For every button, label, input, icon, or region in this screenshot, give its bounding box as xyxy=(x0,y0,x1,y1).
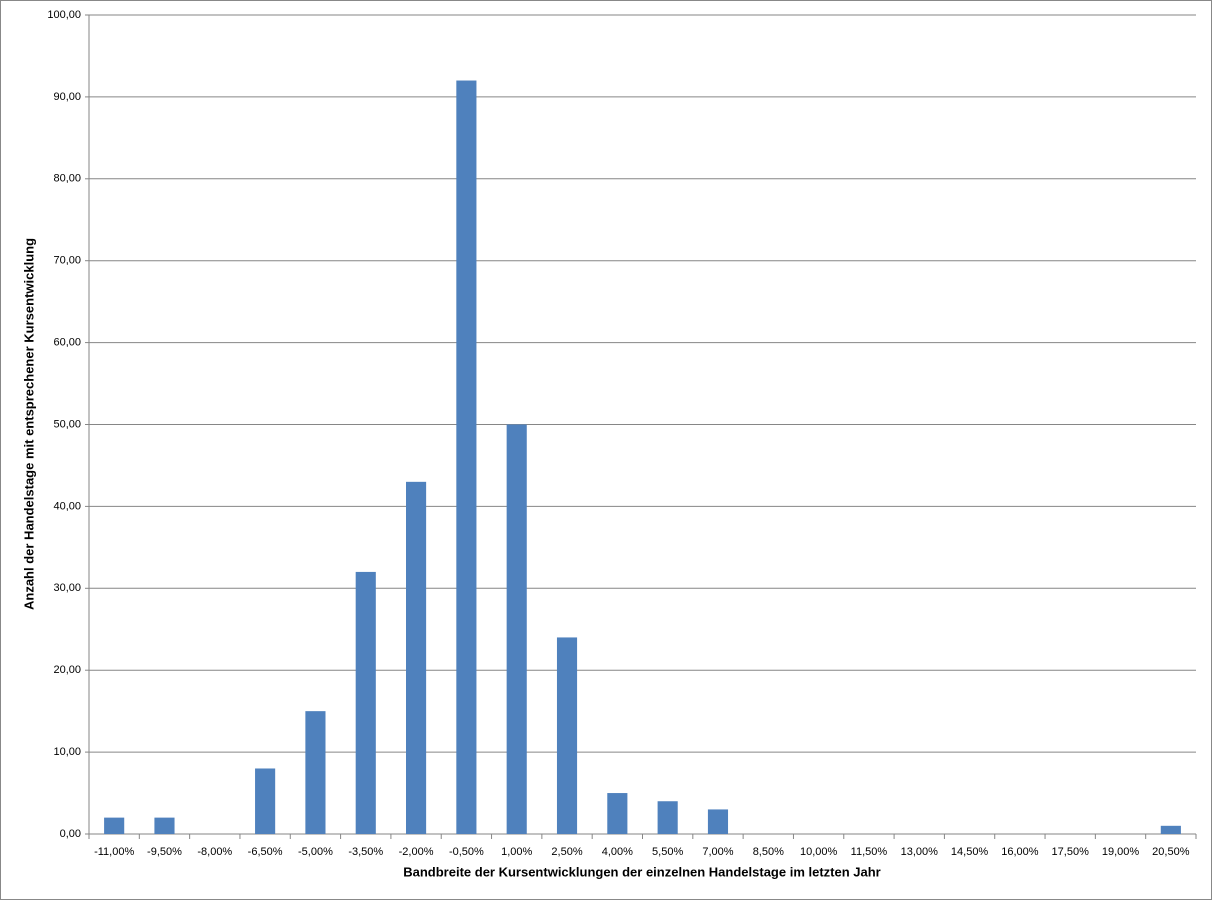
y-tick-label: 10,00 xyxy=(53,746,81,758)
bar xyxy=(355,571,376,834)
x-tick-label: 20,50% xyxy=(1152,846,1190,858)
bar xyxy=(104,817,125,834)
bar xyxy=(657,801,678,834)
bar xyxy=(707,809,729,834)
x-tick-label: 4,00% xyxy=(602,846,633,858)
x-tick-label: 17,50% xyxy=(1052,846,1090,858)
bar xyxy=(305,711,326,834)
y-tick-label: 60,00 xyxy=(53,337,81,349)
y-tick-label: 30,00 xyxy=(53,582,81,594)
x-tick-label: -11,00% xyxy=(94,846,134,858)
y-tick-label: 40,00 xyxy=(53,500,81,512)
y-tick-label: 0,00 xyxy=(60,828,81,840)
x-tick-label: -2,00% xyxy=(399,846,434,858)
y-tick-label: 100,00 xyxy=(47,9,81,21)
x-tick-label: -6,50% xyxy=(248,846,283,858)
bar xyxy=(556,637,578,834)
x-tick-label: 13,00% xyxy=(901,846,939,858)
x-tick-label: 19,00% xyxy=(1102,846,1140,858)
bar xyxy=(406,481,427,834)
x-tick-label: 7,00% xyxy=(702,846,733,858)
x-tick-label: -0,50% xyxy=(449,846,484,858)
x-tick-label: 1,00% xyxy=(501,846,532,858)
bar xyxy=(255,768,276,834)
x-tick-label: -9,50% xyxy=(147,846,182,858)
x-tick-label: 14,50% xyxy=(951,846,989,858)
y-tick-label: 90,00 xyxy=(53,91,81,103)
x-tick-label: 16,00% xyxy=(1001,846,1039,858)
bar xyxy=(456,80,477,834)
x-tick-label: -5,00% xyxy=(298,846,333,858)
bar xyxy=(506,424,527,834)
x-tick-label: 10,00% xyxy=(800,846,838,858)
bar xyxy=(607,793,628,834)
x-axis-title: Bandbreite der Kursentwicklungen der ein… xyxy=(403,864,881,879)
x-tick-label: 11,50% xyxy=(851,846,888,858)
bar xyxy=(1160,825,1181,834)
x-tick-label: 2,50% xyxy=(551,846,582,858)
x-tick-label: -8,00% xyxy=(197,846,232,858)
bar xyxy=(154,817,175,834)
y-axis-title: Anzahl der Handelstage mit entsprechener… xyxy=(21,238,36,610)
y-tick-label: 50,00 xyxy=(53,418,81,430)
y-tick-label: 20,00 xyxy=(53,664,81,676)
x-tick-label: -3,50% xyxy=(348,846,383,858)
x-tick-label: 5,50% xyxy=(652,846,683,858)
x-tick-label: 8,50% xyxy=(753,846,784,858)
y-tick-label: 80,00 xyxy=(53,173,81,185)
y-tick-label: 70,00 xyxy=(53,255,81,267)
